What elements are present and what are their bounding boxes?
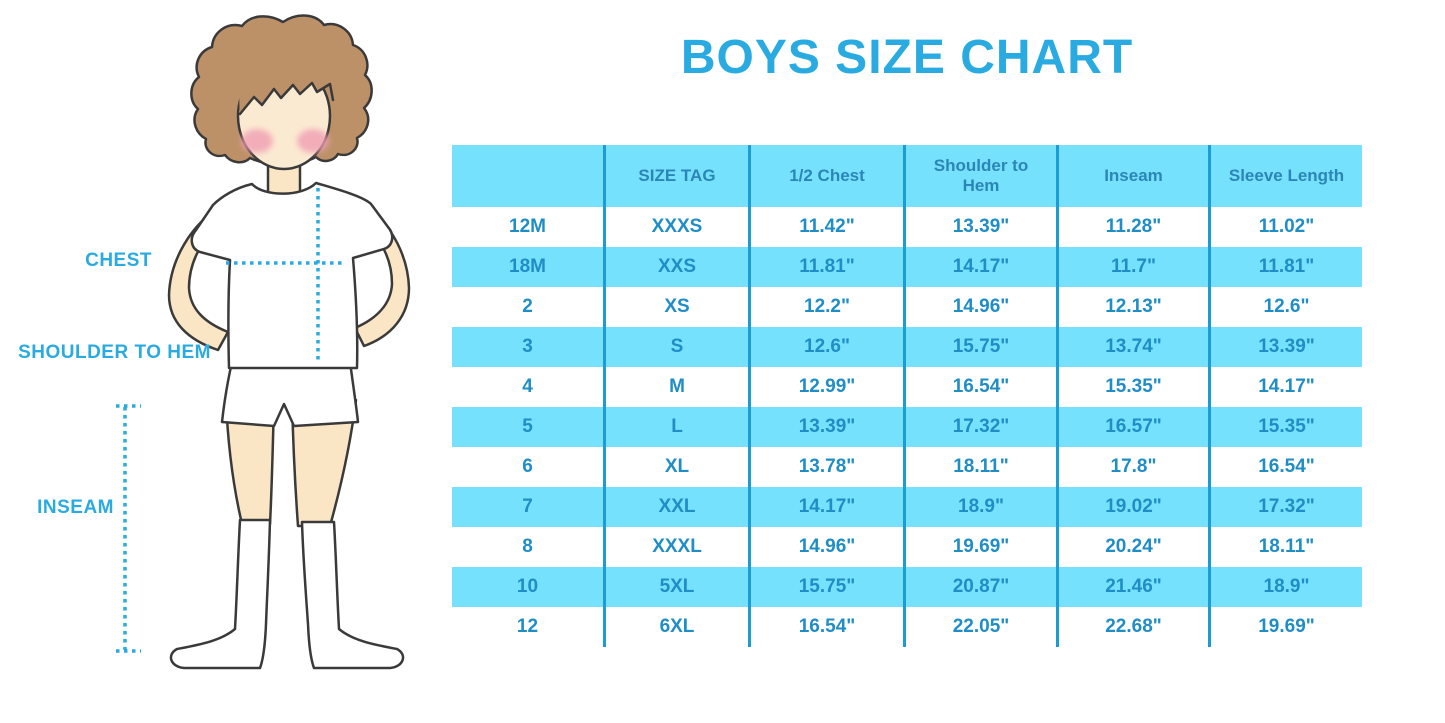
size-table-cell: 15.75" xyxy=(903,327,1056,367)
boy-right-arm xyxy=(353,208,411,348)
size-table-cell: 19.69" xyxy=(1208,607,1362,647)
boy-left-sock xyxy=(169,518,272,670)
size-table-cell: 13.74" xyxy=(1056,327,1208,367)
size-table-cell: 15.35" xyxy=(1056,367,1208,407)
size-table-cell: 12.99" xyxy=(748,367,903,407)
boy-shorts xyxy=(220,360,360,428)
shoulder-to-hem-label: SHOULDER TO HEM xyxy=(18,342,211,363)
size-table-cell: 11.42" xyxy=(748,207,903,247)
size-table-cell: 12.6" xyxy=(1208,287,1362,327)
size-table-cell: 16.54" xyxy=(748,607,903,647)
size-table-cell: 19.02" xyxy=(1056,487,1208,527)
size-table-header-cell: Inseam xyxy=(1056,145,1208,207)
size-table-cell: 5 xyxy=(452,407,603,447)
boy-tshirt xyxy=(190,181,394,370)
size-table-cell: XXL xyxy=(603,487,748,527)
size-table-cell: 18.11" xyxy=(1208,527,1362,567)
size-table-cell: 18.11" xyxy=(903,447,1056,487)
size-table-header-cell: Sleeve Length xyxy=(1208,145,1362,207)
size-table-cell: 6XL xyxy=(603,607,748,647)
boy-illustration: CHEST SHOULDER TO HEM INSEAM xyxy=(0,0,450,723)
size-table-cell: 7 xyxy=(452,487,603,527)
size-table-cell: 2 xyxy=(452,287,603,327)
size-table-cell: 13.39" xyxy=(748,407,903,447)
size-table-cell: M xyxy=(603,367,748,407)
boy-right-cheek xyxy=(297,129,329,153)
size-table-cell: 22.68" xyxy=(1056,607,1208,647)
boy-right-sock xyxy=(300,520,405,670)
size-table-header-cell xyxy=(452,145,603,207)
size-table-cell: 19.69" xyxy=(903,527,1056,567)
size-table-cell: 4 xyxy=(452,367,603,407)
size-table-cell: 11.02" xyxy=(1208,207,1362,247)
size-table-cell: 12.6" xyxy=(748,327,903,367)
size-table-cell: 12.13" xyxy=(1056,287,1208,327)
boy-hair-fringe-edge xyxy=(238,81,335,116)
size-table-cell: XXXL xyxy=(603,527,748,567)
size-table-cell: 12.2" xyxy=(748,287,903,327)
size-table-cell: 14.96" xyxy=(903,287,1056,327)
size-table-cell: 17.32" xyxy=(903,407,1056,447)
size-table-cell: 16.54" xyxy=(903,367,1056,407)
size-table-cell: 14.17" xyxy=(1208,367,1362,407)
boy-left-cheek xyxy=(241,129,273,153)
boy-figure-graphic xyxy=(116,14,411,670)
size-table-cell: 13.78" xyxy=(748,447,903,487)
size-table-cell: S xyxy=(603,327,748,367)
size-table-cell: 11.28" xyxy=(1056,207,1208,247)
size-table-cell: 5XL xyxy=(603,567,748,607)
size-table-cell: 10 xyxy=(452,567,603,607)
size-table-header-cell: SIZE TAG xyxy=(603,145,748,207)
size-table-cell: 16.57" xyxy=(1056,407,1208,447)
inseam-label: INSEAM xyxy=(37,497,114,518)
size-table-cell: 21.46" xyxy=(1056,567,1208,607)
size-table-cell: 15.75" xyxy=(748,567,903,607)
size-table-cell: XXXS xyxy=(603,207,748,247)
size-table-cell: 12M xyxy=(452,207,603,247)
size-table-cell: 3 xyxy=(452,327,603,367)
boy-hair-fringe xyxy=(239,42,335,114)
size-table-cell: L xyxy=(603,407,748,447)
size-table-cell: 14.96" xyxy=(748,527,903,567)
size-table-cell: 20.87" xyxy=(903,567,1056,607)
chest-label: CHEST xyxy=(85,250,152,271)
size-table-cell: 18M xyxy=(452,247,603,287)
size-table-cell: 14.17" xyxy=(748,487,903,527)
size-table-cell: 22.05" xyxy=(903,607,1056,647)
size-table: SIZE TAG 1/2 Chest Shoulder to Hem Inseam Sl… xyxy=(452,145,1362,647)
size-table-cell: 18.9" xyxy=(1208,567,1362,607)
size-table-cell: 17.8" xyxy=(1056,447,1208,487)
size-table-cell: 17.32" xyxy=(1208,487,1362,527)
size-table-cell: 13.39" xyxy=(903,207,1056,247)
size-table-header-cell: 1/2 Chest xyxy=(748,145,903,207)
size-table-header-cell: Shoulder to Hem xyxy=(903,145,1056,207)
size-table-cell: 15.35" xyxy=(1208,407,1362,447)
size-table-cell: 14.17" xyxy=(903,247,1056,287)
size-table-cell: 20.24" xyxy=(1056,527,1208,567)
size-table-cell: 11.81" xyxy=(1208,247,1362,287)
size-table-cell: 11.7" xyxy=(1056,247,1208,287)
size-table-cell: 18.9" xyxy=(903,487,1056,527)
size-table-cell: 11.81" xyxy=(748,247,903,287)
size-table-cell: XXS xyxy=(603,247,748,287)
size-table-cell: 8 xyxy=(452,527,603,567)
size-table-cell: 16.54" xyxy=(1208,447,1362,487)
size-table-cell: 6 xyxy=(452,447,603,487)
page-title: BOYS SIZE CHART xyxy=(680,31,1134,84)
boy-left-arm xyxy=(167,212,230,352)
size-table-cell: 12 xyxy=(452,607,603,647)
size-table-cell: 13.39" xyxy=(1208,327,1362,367)
size-table-cell: XL xyxy=(603,447,748,487)
size-table-cell: XS xyxy=(603,287,748,327)
